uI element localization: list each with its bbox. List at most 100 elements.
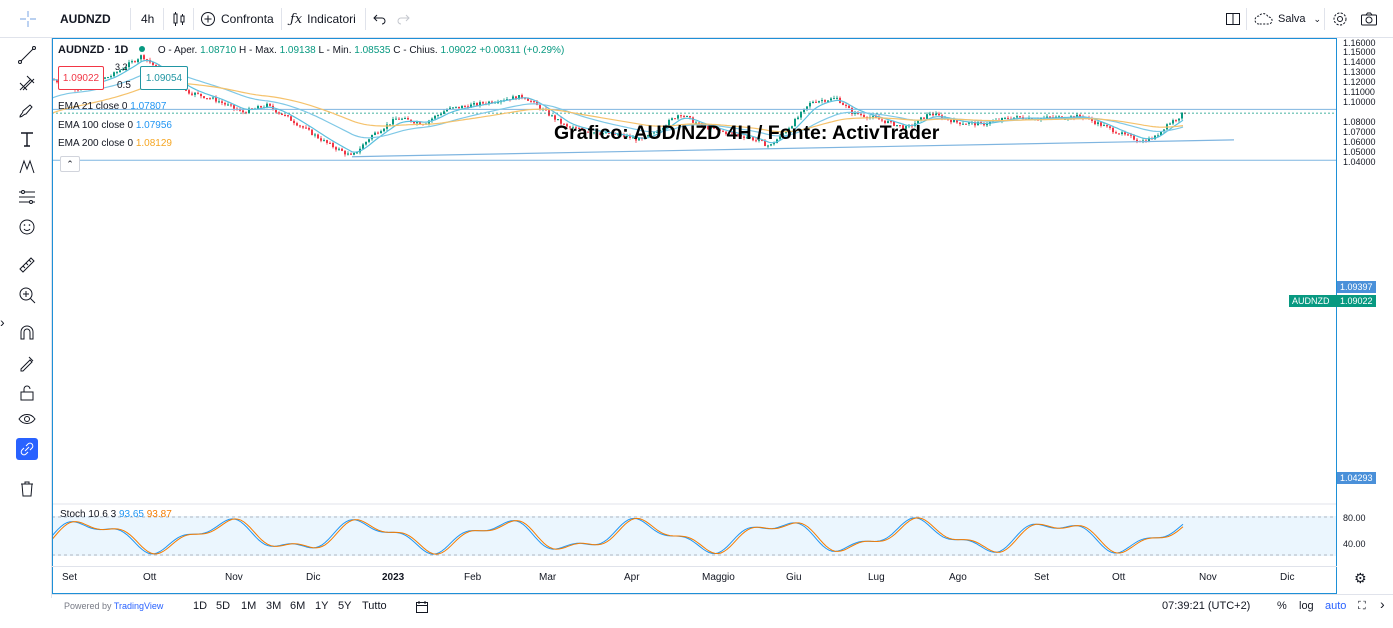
- interval-button[interactable]: 4h: [141, 12, 155, 26]
- candle-body: [467, 106, 469, 108]
- crosshair-icon[interactable]: [18, 0, 38, 38]
- candle-body: [215, 97, 217, 102]
- ema200-line[interactable]: [52, 82, 1184, 133]
- layout-icon[interactable]: [1225, 0, 1241, 38]
- candle-body: [284, 114, 286, 116]
- compare-button[interactable]: Confronta: [200, 0, 274, 38]
- projection-icon[interactable]: [16, 186, 38, 208]
- auto-toggle[interactable]: auto: [1325, 600, 1347, 612]
- magnet-icon[interactable]: [16, 322, 38, 344]
- fx-icon: ƒx: [290, 11, 303, 27]
- time-axis[interactable]: [52, 566, 1337, 594]
- redo-icon[interactable]: [396, 0, 410, 38]
- candle-body: [497, 102, 499, 104]
- chevron-down-icon: ⌄: [1313, 13, 1322, 24]
- candle-body: [638, 137, 640, 141]
- zoom-icon[interactable]: [16, 284, 38, 306]
- range-button[interactable]: Tutto: [362, 600, 387, 612]
- undo-icon[interactable]: [373, 0, 387, 38]
- range-button[interactable]: 1D: [193, 600, 208, 612]
- candle-body: [794, 119, 796, 127]
- save-button[interactable]: Salva ⌄: [1254, 0, 1321, 38]
- ruler-icon[interactable]: [16, 254, 38, 276]
- candle-body: [821, 100, 823, 102]
- buy-button[interactable]: 1.09054: [140, 66, 188, 90]
- pitchfork-icon[interactable]: [16, 72, 38, 94]
- range-button[interactable]: 1M: [241, 600, 257, 612]
- candle-body: [521, 95, 523, 98]
- range-button[interactable]: 5D: [216, 600, 231, 612]
- trendline-icon[interactable]: [16, 44, 38, 66]
- candle-body: [758, 139, 760, 141]
- candle-body: [1007, 117, 1009, 119]
- sell-button[interactable]: 1.09022: [58, 66, 104, 90]
- candle-body: [398, 118, 400, 120]
- candle-body: [647, 135, 649, 137]
- goto-date-icon[interactable]: [415, 600, 429, 617]
- link-icon[interactable]: [16, 438, 38, 460]
- market-open-dot: [139, 46, 146, 52]
- candle-body: [617, 134, 619, 136]
- powered-by[interactable]: Powered by TradingView: [64, 601, 164, 611]
- range-button[interactable]: 5Y: [338, 600, 352, 612]
- candle-body: [596, 132, 598, 134]
- candle-body: [599, 133, 601, 135]
- pattern-icon[interactable]: [16, 156, 38, 178]
- range-button[interactable]: 3M: [266, 600, 282, 612]
- candle-body: [299, 125, 301, 127]
- candle-body: [1160, 131, 1162, 136]
- candle-body: [593, 132, 595, 134]
- candle-body: [347, 153, 349, 155]
- candle-body: [380, 131, 382, 134]
- candle-body: [1115, 132, 1117, 134]
- price-axis-label: 1.08000: [1343, 117, 1376, 128]
- candle-body: [887, 121, 889, 123]
- candle-body: [1097, 122, 1099, 125]
- emoji-icon[interactable]: [16, 216, 38, 238]
- stoch-legend: Stoch 10 6 3 93.65 93.87: [60, 509, 172, 520]
- collapse-toolbar-icon[interactable]: ›: [0, 314, 5, 330]
- candle-body: [890, 121, 892, 123]
- lower-line-price-badge: 1.04293: [1337, 472, 1376, 484]
- clock-time[interactable]: 07:39:21 (UTC+2): [1162, 600, 1251, 612]
- settings-icon[interactable]: [1332, 0, 1348, 38]
- candle-body: [344, 150, 346, 155]
- candle-body: [623, 134, 625, 137]
- fullscreen-icon[interactable]: ⛶: [1358, 600, 1366, 612]
- price-axis-label: 1.06000: [1343, 137, 1376, 148]
- collapse-legend-button[interactable]: ⌃: [60, 156, 80, 172]
- candle-body: [377, 132, 379, 134]
- candle-body: [1079, 114, 1081, 117]
- price-chart[interactable]: [52, 38, 1337, 566]
- percent-toggle[interactable]: %: [1277, 600, 1287, 612]
- stoch-d-line[interactable]: [52, 517, 1184, 555]
- lock-icon[interactable]: [16, 382, 38, 404]
- candle-body: [686, 116, 688, 118]
- brush-icon[interactable]: [16, 100, 38, 122]
- candle-body: [221, 101, 223, 103]
- lock-draw-icon[interactable]: [16, 352, 38, 374]
- candle-body: [491, 101, 493, 103]
- log-toggle[interactable]: log: [1299, 600, 1314, 612]
- candle-body: [335, 147, 337, 150]
- eye-icon[interactable]: [16, 408, 38, 430]
- indicators-button[interactable]: ƒx Indicatori: [290, 0, 356, 38]
- support-trendline[interactable]: [351, 139, 1235, 158]
- symbol-search[interactable]: AUDNZD: [60, 12, 111, 26]
- trash-icon[interactable]: [16, 478, 38, 500]
- compare-label: Confronta: [221, 12, 274, 26]
- scroll-right-icon[interactable]: ›: [1380, 596, 1385, 612]
- ema100-line[interactable]: [52, 70, 1184, 139]
- range-button[interactable]: 1Y: [315, 600, 329, 612]
- text-icon[interactable]: [16, 128, 38, 150]
- axis-settings-icon[interactable]: ⚙: [1354, 570, 1367, 586]
- range-button[interactable]: 6M: [290, 600, 306, 612]
- candle-body: [1133, 135, 1135, 140]
- ema21-line[interactable]: [52, 59, 1184, 153]
- camera-icon[interactable]: [1360, 0, 1378, 38]
- candle-body: [791, 126, 793, 129]
- candle-body: [122, 69, 124, 71]
- time-axis-label: Ago: [949, 572, 967, 583]
- stoch-axis-80: 80.00: [1343, 513, 1366, 523]
- chart-style-icon[interactable]: [171, 0, 187, 38]
